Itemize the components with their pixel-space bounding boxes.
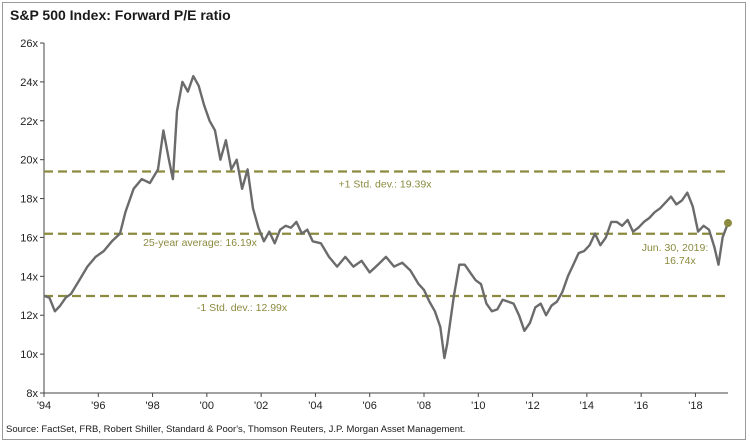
reference-line-label: +1 Std. dev.: 19.39x (339, 179, 433, 191)
series-line (43, 74, 730, 360)
y-tick-label: 14x (20, 271, 38, 283)
reference-line-label: -1 Std. dev.: 12.99x (197, 302, 288, 314)
y-tick-label: 22x (20, 116, 38, 128)
x-tick-label: '06 (363, 400, 377, 412)
y-tick-label: 12x (20, 310, 38, 322)
y-tick-label: 10x (20, 349, 38, 361)
x-tick-label: '94 (37, 400, 51, 412)
reference-line-label: 25-year average: 16.19x (143, 237, 258, 249)
series-group (43, 74, 732, 360)
y-tick-label: 24x (20, 77, 38, 89)
x-tick-label: '10 (471, 400, 485, 412)
x-tick-label: '98 (145, 400, 159, 412)
annotation-labels: +1 Std. dev.: 19.39x 25-year average: 16.… (143, 179, 708, 314)
x-tick-label: '12 (525, 400, 539, 412)
y-tick-label: 18x (20, 194, 38, 206)
x-tick-label: '04 (308, 400, 322, 412)
chart-frame (2, 2, 746, 440)
x-tick-label: '00 (200, 400, 214, 412)
x-tick-label: '16 (634, 400, 648, 412)
x-tick-label: '14 (580, 400, 594, 412)
latest-value-date-label: Jun. 30, 2019: (642, 242, 709, 254)
source-note: Source: FactSet, FRB, Robert Shiller, St… (6, 424, 466, 435)
latest-value-label: 16.74x (664, 255, 696, 267)
y-tick-label: 8x (26, 388, 38, 400)
chart-axes: 8x 10x 12x 14x 16x 18x 20x 22x 24x 26x '94 '96 '98 '0… (20, 38, 728, 412)
y-tick-label: 16x (20, 232, 38, 244)
latest-value-marker (724, 219, 732, 228)
y-tick-label: 20x (20, 155, 38, 167)
x-tick-label: '08 (417, 400, 431, 412)
x-tick-label: '02 (254, 400, 268, 412)
chart-title: S&P 500 Index: Forward P/E ratio (10, 7, 231, 23)
x-tick-label: '18 (688, 400, 702, 412)
y-tick-label: 26x (20, 38, 38, 50)
x-tick-label: '96 (91, 400, 105, 412)
